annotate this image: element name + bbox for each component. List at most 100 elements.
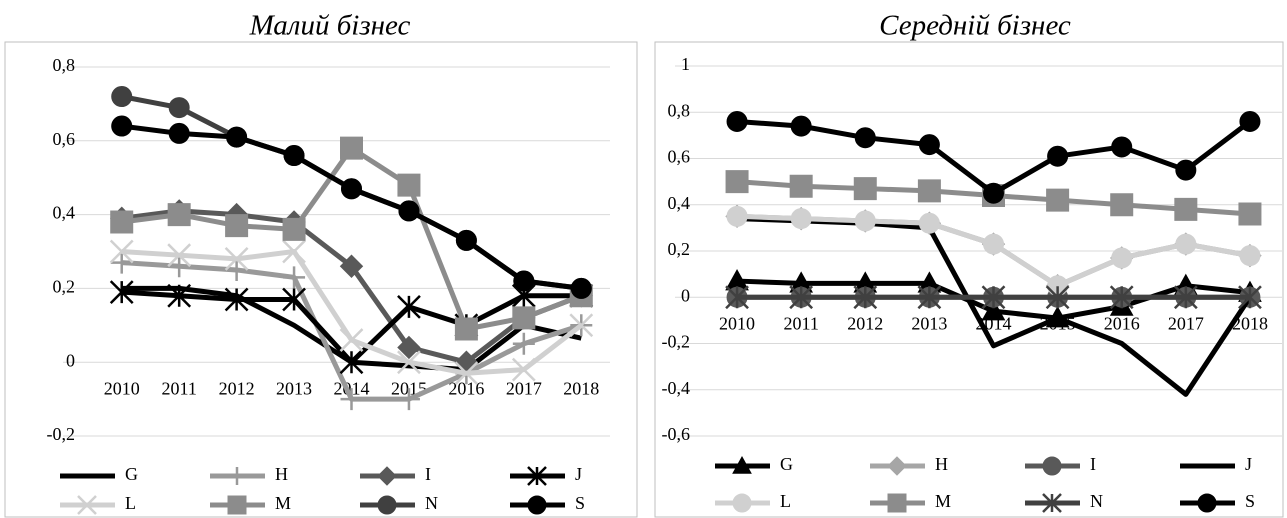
marker: [1239, 111, 1261, 132]
x-tick-label: 2013: [911, 313, 947, 333]
marker: [110, 210, 134, 234]
marker: [226, 126, 248, 148]
y-tick-label: 0,6: [668, 147, 691, 167]
marker: [1238, 202, 1262, 226]
marker: [1238, 285, 1262, 310]
marker: [397, 173, 421, 197]
legend-marker: [1042, 456, 1062, 476]
marker: [1175, 159, 1197, 181]
legend-label: J: [575, 464, 582, 484]
y-tick-label: 0,8: [53, 55, 76, 75]
marker: [853, 285, 878, 310]
x-tick-label: 2011: [783, 313, 818, 333]
legend-label: N: [1090, 491, 1103, 511]
y-tick-label: 0,4: [53, 203, 76, 223]
x-tick-label: 2017: [1168, 313, 1204, 333]
marker: [982, 182, 1005, 204]
marker: [1046, 188, 1070, 212]
marker: [854, 210, 876, 232]
marker: [225, 214, 249, 238]
y-tick-label: -0,4: [662, 378, 691, 398]
marker: [282, 217, 306, 241]
legend-label: J: [1245, 454, 1252, 474]
legend-marker: [77, 495, 97, 515]
legend-marker: [377, 495, 397, 515]
marker: [454, 317, 478, 341]
marker: [1173, 285, 1198, 310]
legend-marker: [1042, 493, 1062, 513]
marker: [725, 285, 749, 310]
x-tick-label: 2010: [104, 378, 140, 398]
y-tick-label: 0,6: [53, 129, 76, 149]
x-tick-label: 2018: [563, 378, 599, 398]
marker: [1111, 247, 1133, 269]
marker: [570, 277, 592, 299]
y-tick-label: -0,2: [47, 424, 76, 444]
marker: [168, 255, 191, 278]
marker: [725, 170, 749, 194]
marker: [790, 208, 812, 230]
marker: [111, 115, 133, 137]
marker: [918, 134, 940, 156]
legend-label: N: [425, 493, 438, 513]
y-tick-label: 0,2: [53, 277, 76, 297]
legend-marker: [1197, 493, 1217, 513]
legend-label: M: [935, 491, 951, 511]
marker: [512, 306, 536, 330]
legend-marker: [527, 466, 547, 486]
marker: [726, 205, 748, 227]
panel-frame: [654, 41, 1284, 518]
marker: [282, 287, 306, 312]
x-tick-label: 2013: [276, 378, 312, 398]
marker: [512, 332, 535, 355]
marker: [397, 350, 421, 375]
legend-label: M: [275, 493, 291, 513]
marker: [168, 122, 190, 144]
marker: [339, 254, 364, 278]
marker: [1111, 136, 1133, 158]
y-tick-label: 0,2: [668, 239, 691, 259]
marker: [789, 285, 814, 310]
marker: [853, 177, 877, 201]
panel-frame: [4, 41, 638, 518]
marker: [982, 233, 1005, 255]
marker: [283, 145, 305, 167]
marker: [111, 86, 133, 108]
marker: [854, 127, 876, 149]
marker: [398, 200, 420, 222]
chart-title: Середній бізнес: [879, 10, 1071, 42]
legend-label: I: [425, 464, 431, 484]
marker: [167, 243, 192, 268]
marker: [283, 266, 306, 289]
marker: [1047, 145, 1069, 167]
marker: [109, 280, 134, 304]
legend-label: H: [935, 454, 948, 474]
y-tick-label: 0: [66, 350, 75, 370]
marker: [1239, 245, 1261, 267]
marker: [224, 246, 249, 271]
marker: [1110, 193, 1134, 217]
legend-label: S: [1245, 491, 1255, 511]
x-tick-label: 2016: [1104, 313, 1140, 333]
marker: [981, 285, 1006, 310]
marker: [339, 328, 364, 352]
legend-marker: [732, 455, 752, 474]
marker: [340, 178, 363, 200]
x-tick-label: 2011: [161, 378, 196, 398]
marker: [726, 111, 748, 132]
marker: [918, 212, 940, 234]
legend-marker: [377, 466, 397, 486]
legend-marker: [887, 493, 907, 513]
x-tick-label: 2010: [719, 313, 755, 333]
marker: [340, 388, 363, 411]
marker: [167, 203, 191, 227]
marker: [339, 350, 364, 375]
marker: [225, 258, 248, 281]
legend-label: G: [780, 454, 793, 474]
y-tick-label: 0,4: [668, 193, 691, 213]
marker: [917, 179, 941, 203]
legend-label: H: [275, 464, 288, 484]
marker: [789, 174, 813, 198]
marker: [109, 239, 134, 264]
